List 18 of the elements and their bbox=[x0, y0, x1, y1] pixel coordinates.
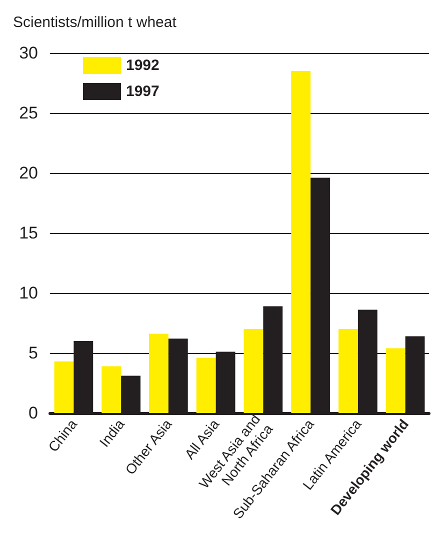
bar bbox=[149, 334, 168, 413]
bar bbox=[291, 71, 311, 413]
bar bbox=[196, 358, 216, 413]
y-tick-label: 25 bbox=[19, 104, 38, 122]
bar bbox=[244, 329, 264, 413]
bar bbox=[102, 366, 122, 413]
y-axis-title: Scientists/million t wheat bbox=[13, 14, 178, 31]
bar bbox=[54, 361, 74, 413]
bar bbox=[338, 329, 358, 413]
y-tick-label: 5 bbox=[28, 344, 38, 362]
y-tick-label: 30 bbox=[19, 44, 38, 62]
bar bbox=[386, 348, 406, 413]
y-tick-label: 15 bbox=[19, 224, 38, 242]
y-tick-label: 10 bbox=[19, 284, 38, 302]
y-tick-label: 0 bbox=[28, 404, 38, 422]
y-tick-label: 20 bbox=[19, 164, 38, 182]
legend-label: 1997 bbox=[126, 83, 160, 100]
legend-label: 1992 bbox=[126, 57, 160, 74]
